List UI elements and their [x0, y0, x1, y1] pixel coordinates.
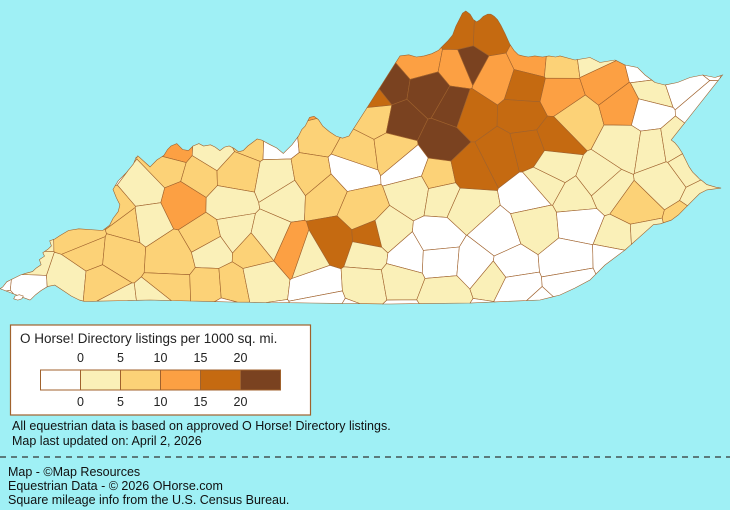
svg-text:5: 5 [117, 351, 124, 365]
svg-text:15: 15 [194, 395, 208, 409]
svg-text:Map last updated on: April 2,: Map last updated on: April 2, 2026 [12, 434, 202, 448]
svg-text:10: 10 [154, 395, 168, 409]
svg-text:0: 0 [77, 395, 84, 409]
svg-text:20: 20 [234, 351, 248, 365]
svg-text:10: 10 [154, 351, 168, 365]
svg-text:O Horse! Directory listings pe: O Horse! Directory listings per 1000 sq.… [20, 331, 277, 346]
svg-text:15: 15 [194, 351, 208, 365]
svg-text:Equestrian Data - © 2026 OHors: Equestrian Data - © 2026 OHorse.com [8, 479, 223, 493]
svg-text:20: 20 [234, 395, 248, 409]
svg-text:Square mileage info from the U: Square mileage info from the U.S. Census… [8, 493, 289, 507]
svg-text:5: 5 [117, 395, 124, 409]
svg-text:All equestrian data is based o: All equestrian data is based on approved… [12, 419, 391, 433]
svg-text:0: 0 [77, 351, 84, 365]
svg-text:Map - ©Map Resources: Map - ©Map Resources [8, 465, 140, 479]
